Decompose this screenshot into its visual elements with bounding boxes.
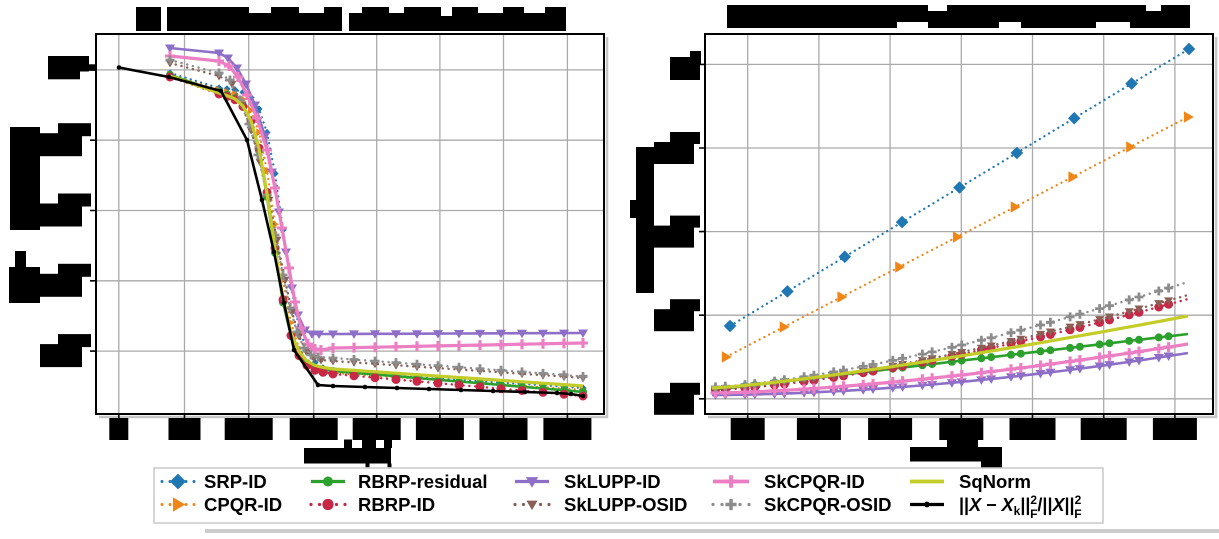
svg-text:RBRP-residual: RBRP-residual (358, 471, 488, 492)
svg-text:CPQR-ID: CPQR-ID (204, 494, 282, 515)
svg-text:SRP-ID: SRP-ID (204, 471, 267, 492)
svg-text:SkCPQR-ID: SkCPQR-ID (764, 471, 865, 492)
svg-text:SkLUPP-OSID: SkLUPP-OSID (564, 494, 687, 515)
svg-text:SkCPQR-OSID: SkCPQR-OSID (764, 494, 891, 515)
svg-text:RBRP-ID: RBRP-ID (358, 494, 435, 515)
svg-text:SqNorm: SqNorm (959, 471, 1031, 492)
svg-text:SkLUPP-ID: SkLUPP-ID (564, 471, 661, 492)
